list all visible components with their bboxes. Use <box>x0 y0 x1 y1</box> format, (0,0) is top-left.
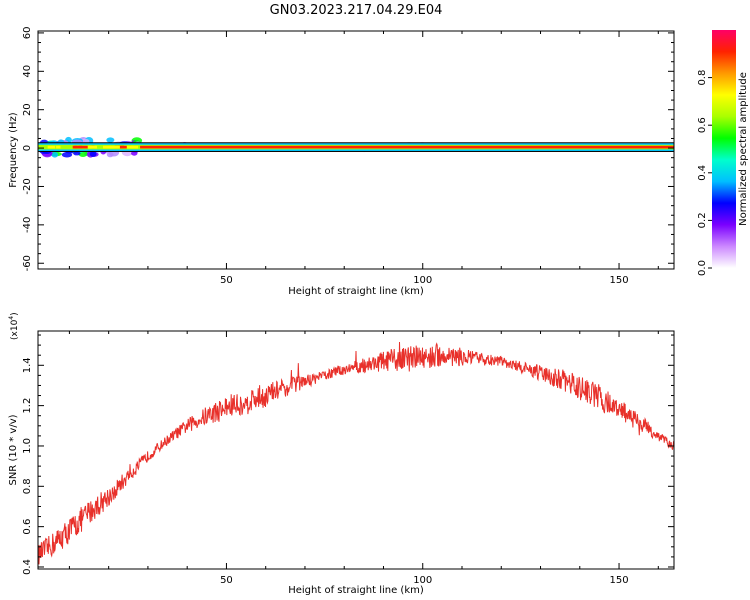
spectrogram-y-axis-label: Frequency (Hz) <box>8 112 19 188</box>
spectrogram-cell <box>89 145 97 149</box>
x-tick-label: 100 <box>413 575 432 586</box>
colorbar-tick-label: 0.4 <box>697 165 708 181</box>
spectrogram-cell <box>106 151 114 158</box>
colorbar-tick-label: 0.6 <box>697 117 708 133</box>
y-tick-label: -60 <box>22 255 33 271</box>
spectrogram-cell <box>47 145 56 149</box>
spectrogram-cell <box>89 151 97 157</box>
y-tick-label: 1.0 <box>22 438 33 454</box>
y-tick-label: 0.8 <box>22 478 33 494</box>
snr-y-axis-label: SNR (10 * v/v) <box>8 414 19 485</box>
x-tick-label: 100 <box>413 275 432 286</box>
spectrogram-heatmap <box>38 136 674 158</box>
spectrogram-cell <box>123 145 134 149</box>
spectrogram-cell <box>130 145 139 149</box>
y-tick-label: 60 <box>22 27 33 40</box>
colorbar-label: Normalized spectral amplitude <box>738 72 749 226</box>
colorbar-gradient <box>712 30 736 268</box>
x-tick-label: 50 <box>220 275 233 286</box>
x-tick-label: 50 <box>220 575 233 586</box>
figure-title: GN03.2023.217.04.29.E04 <box>270 3 443 18</box>
snr-y-scale-exponent: 4 <box>8 316 15 320</box>
snr-series-line <box>38 341 674 565</box>
spectrogram-cell <box>103 145 111 149</box>
spectrogram-x-axis: 50 100 150 <box>68 31 659 286</box>
colorbar-tick-label: 0.2 <box>697 212 708 228</box>
spectrogram-cell <box>74 145 83 149</box>
snr-series <box>38 341 674 565</box>
spectrogram-cell <box>110 145 120 149</box>
y-tick-label: 0 <box>22 145 33 151</box>
y-tick-label: 20 <box>22 103 33 116</box>
spectrogram-band-core <box>140 145 674 149</box>
spectrogram-cell <box>106 137 115 143</box>
snr-frame <box>37 330 675 570</box>
y-tick-label: -20 <box>22 178 33 194</box>
spectrogram-panel: 50 100 150 -60 -40 -20 0 20 40 60 Height of stra… <box>8 27 675 297</box>
snr-panel: 50 100 150 0.4 0.6 0.8 1.0 1.2 1.4 Height of st… <box>8 312 675 596</box>
x-tick-label: 150 <box>609 575 628 586</box>
snr-x-axis-label: Height of straight line (km) <box>288 585 424 596</box>
y-tick-label: 40 <box>22 65 33 78</box>
spectrogram-cell <box>87 145 92 149</box>
y-tick-label: 1.2 <box>22 398 33 414</box>
spectrogram-cell <box>131 151 138 156</box>
spectrogram-x-axis-label: Height of straight line (km) <box>288 286 424 297</box>
y-tick-label: -40 <box>22 217 33 233</box>
x-tick-label: 150 <box>609 275 628 286</box>
snr-plot-area <box>38 331 674 569</box>
spectrogram-cell <box>51 151 59 158</box>
snr-y-scale-base: (x104) <box>8 312 20 340</box>
spectrogram-cell <box>56 145 61 149</box>
snr-x-axis: 50 100 150 <box>68 331 659 586</box>
colorbar-axis: 0.0 0.2 0.4 0.6 0.8 <box>697 70 712 276</box>
colorbar-tick-label: 0.0 <box>697 260 708 276</box>
spectrogram-frame <box>37 30 675 270</box>
y-tick-label: 0.6 <box>22 519 33 535</box>
spectrogram-cell <box>78 145 88 149</box>
y-tick-label: 1.4 <box>22 357 33 373</box>
snr-y-scale-note: (x104) <box>8 312 20 340</box>
snr-y-axis: 0.4 0.6 0.8 1.0 1.2 1.4 <box>22 334 674 575</box>
spectrogram-cell <box>61 152 73 158</box>
spectrogram-cell <box>73 151 81 156</box>
spectrogram-y-axis: -60 -40 -20 0 20 40 60 <box>22 27 674 271</box>
colorbar: 0.0 0.2 0.4 0.6 0.8 Normalized spectral ampl… <box>697 30 749 276</box>
colorbar-tick-label: 0.8 <box>697 70 708 86</box>
y-tick-label: 0.4 <box>22 559 33 575</box>
